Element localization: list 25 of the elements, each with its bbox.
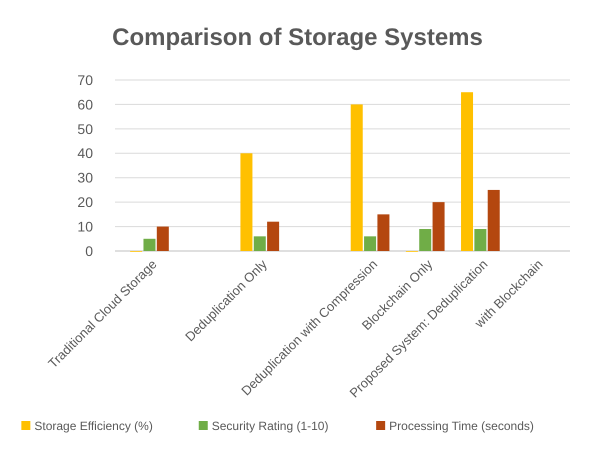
bar [419,229,432,251]
bar [474,229,486,251]
y-tick-label: 40 [77,145,94,162]
y-tick-label: 70 [77,72,94,88]
bar [350,104,363,251]
y-tick-label: 30 [77,170,94,186]
bar [240,153,252,251]
y-tick-label: 10 [77,218,94,234]
legend-label: Processing Time (seconds) [389,419,534,434]
bar [432,202,445,251]
bar [143,238,156,251]
y-tick-label: 60 [77,96,94,112]
bar [461,92,474,251]
y-tick-label: 0 [85,242,94,259]
bar [267,222,280,251]
bar [364,236,376,251]
bar [254,236,266,251]
legend-label: Storage Efficiency (%) [34,419,153,434]
bar [156,226,169,251]
bar [488,190,500,251]
y-tick-label: 20 [77,194,94,210]
bar [377,214,390,251]
y-tick-label: 50 [77,120,94,137]
legend-label: Security Rating (1-10) [212,419,328,434]
chart-title: Comparison of Storage Systems [112,24,483,51]
